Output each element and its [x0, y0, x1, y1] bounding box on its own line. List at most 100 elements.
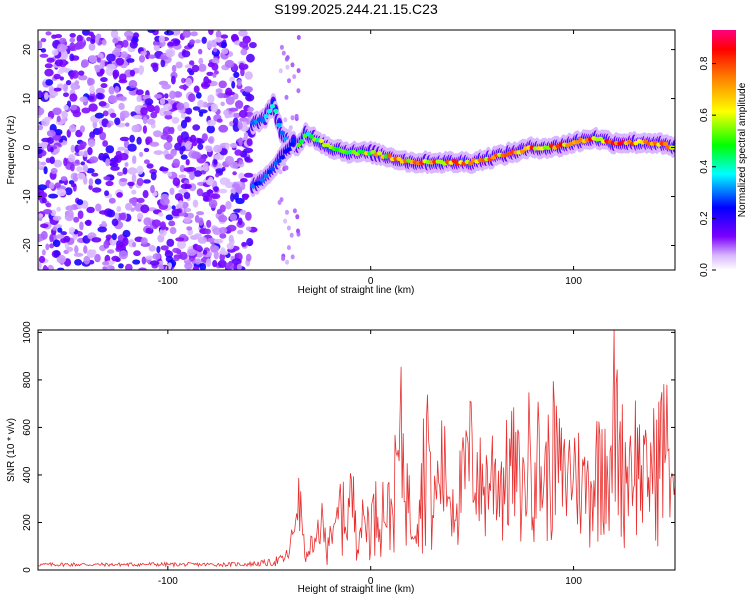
noise-blob	[180, 119, 188, 129]
noise-blob	[290, 115, 295, 121]
noise-blob	[198, 63, 207, 72]
noise-blob	[159, 98, 166, 105]
noise-blob	[111, 233, 117, 241]
noise-blob	[60, 118, 66, 125]
noise-blob	[167, 41, 175, 47]
noise-blob	[296, 88, 301, 94]
noise-blob	[189, 171, 195, 181]
noise-blob	[167, 171, 173, 177]
noise-blob	[83, 150, 88, 158]
noise-blob	[106, 63, 116, 70]
noise-blob	[136, 178, 144, 186]
noise-blob	[210, 193, 221, 200]
ridge-core	[276, 122, 282, 128]
noise-blob	[118, 250, 128, 260]
noise-blob	[70, 144, 76, 153]
noise-blob	[87, 139, 96, 148]
noise-blob	[285, 55, 290, 61]
noise-blob	[125, 122, 130, 127]
noise-blob	[194, 39, 201, 44]
noise-blob	[169, 90, 176, 100]
noise-blob	[147, 30, 156, 33]
colorbar: 0.0 0.2 0.4 0.6 0.8 Normalized spectral ampl…	[699, 30, 748, 277]
snr-line	[38, 330, 675, 568]
noise-blob	[218, 80, 227, 89]
noise-blob	[198, 48, 203, 55]
noise-blob	[150, 185, 155, 194]
noise-blob	[290, 254, 295, 260]
noise-blob	[70, 163, 75, 172]
noise-blob	[138, 67, 144, 76]
noise-blob	[292, 74, 297, 80]
noise-blob	[205, 145, 213, 153]
noise-blob	[104, 190, 110, 197]
noise-blob	[211, 63, 219, 71]
noise-blob	[139, 151, 144, 158]
colorbar-label: Normalized spectral amplitude	[737, 82, 748, 217]
snr-series	[38, 330, 675, 568]
noise-blob	[143, 147, 150, 153]
noise-blob	[281, 256, 286, 261]
noise-blob	[191, 64, 200, 73]
noise-blob	[286, 245, 291, 251]
noise-blob	[239, 41, 249, 48]
noise-blob	[142, 190, 149, 199]
noise-blob	[124, 30, 134, 38]
bottom-y-ticks: 0 200 400 600 800 1000	[22, 321, 675, 573]
noise-blob	[290, 62, 295, 68]
noise-blob	[180, 183, 190, 190]
noise-blob	[80, 60, 88, 68]
noise-blob	[165, 249, 171, 255]
noise-blob	[44, 116, 52, 122]
noise-blob	[128, 80, 138, 89]
noise-blob	[101, 39, 107, 46]
noise-blob	[197, 236, 208, 244]
noise-blob	[146, 118, 156, 125]
top-y-tick-label: -10	[22, 189, 33, 204]
noise-blob	[136, 165, 144, 175]
noise-blob	[231, 258, 242, 265]
noise-blob	[289, 232, 294, 238]
noise-blob	[242, 194, 249, 201]
bottom-y-tick-label: 0	[22, 567, 33, 573]
noise-blob	[78, 70, 85, 76]
noise-blob	[98, 152, 105, 161]
noise-blob	[238, 137, 243, 147]
noise-blob	[194, 258, 202, 265]
noise-blob	[38, 90, 43, 99]
noise-blob	[133, 250, 141, 257]
noise-blob	[108, 95, 118, 104]
noise-blob	[102, 110, 109, 117]
noise-blob	[119, 153, 129, 161]
noise-blob	[236, 79, 242, 87]
noise-blob	[173, 256, 180, 262]
noise-blob	[228, 234, 234, 243]
noise-blob	[160, 245, 169, 251]
ridge-core	[256, 180, 263, 186]
noise-blob	[169, 187, 175, 195]
noise-blob	[230, 188, 236, 195]
noise-blob	[79, 96, 88, 103]
noise-blob	[239, 62, 245, 71]
ridge-core	[273, 108, 279, 114]
noise-blob	[166, 134, 173, 143]
noise-blob	[102, 140, 108, 147]
noise-blob	[161, 83, 172, 90]
noise-blob	[116, 192, 123, 198]
noise-blob	[73, 173, 79, 182]
noise-blob	[102, 261, 110, 266]
noise-blob	[245, 226, 252, 231]
noise-blob	[54, 59, 64, 67]
noise-blob	[194, 233, 202, 238]
bottom-y-tick-label: 400	[22, 466, 33, 483]
noise-blob	[127, 181, 135, 187]
noise-blob	[118, 263, 124, 269]
noise-blob	[179, 84, 189, 90]
noise-blob	[45, 79, 54, 86]
noise-blob	[184, 116, 191, 123]
noise-blob	[188, 93, 196, 103]
noise-blob	[40, 48, 47, 53]
noise-blob	[152, 253, 161, 260]
noise-blob	[173, 91, 183, 98]
noise-blob	[100, 68, 105, 75]
